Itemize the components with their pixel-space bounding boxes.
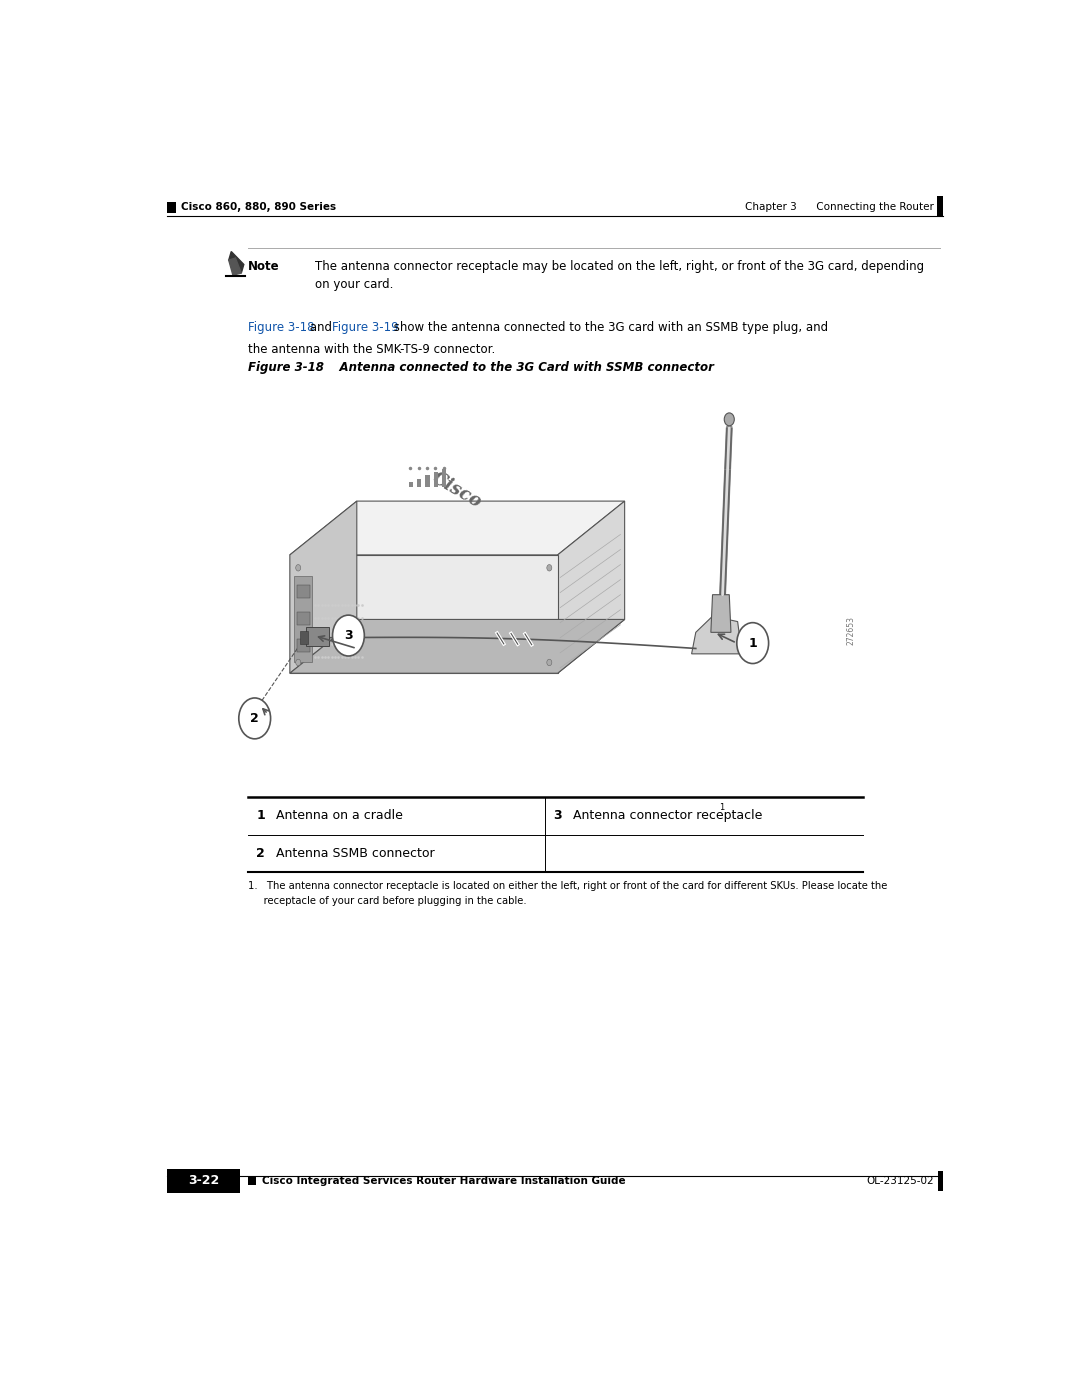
Text: 3-22: 3-22 <box>188 1175 219 1187</box>
Polygon shape <box>289 502 356 673</box>
Circle shape <box>546 564 552 571</box>
Polygon shape <box>289 502 624 555</box>
Polygon shape <box>691 616 742 654</box>
Text: 2: 2 <box>251 712 259 725</box>
Polygon shape <box>289 619 624 673</box>
Text: 1: 1 <box>748 637 757 650</box>
Bar <box>294 577 312 662</box>
Bar <box>300 631 308 644</box>
Bar <box>297 585 310 598</box>
Text: Figure 3-19: Figure 3-19 <box>333 321 399 334</box>
Bar <box>297 612 310 624</box>
Bar <box>306 627 329 647</box>
Text: show the antenna connected to the 3G card with an SSMB type plug, and: show the antenna connected to the 3G car… <box>390 321 828 334</box>
Text: Antenna connector receptacle: Antenna connector receptacle <box>572 809 762 823</box>
Text: 3: 3 <box>345 629 353 643</box>
Bar <box>937 1171 943 1190</box>
Bar <box>434 472 438 488</box>
Circle shape <box>239 698 271 739</box>
Text: 1.   The antenna connector receptacle is located on either the left, right or fr: 1. The antenna connector receptacle is l… <box>248 882 888 905</box>
Text: 1: 1 <box>256 809 265 823</box>
Text: Figure 3-18: Figure 3-18 <box>248 321 314 334</box>
Circle shape <box>725 414 734 426</box>
Bar <box>417 479 421 488</box>
Text: The antenna connector receptacle may be located on the left, right, or front of : The antenna connector receptacle may be … <box>315 260 924 291</box>
Text: Cisco: Cisco <box>429 469 485 511</box>
Bar <box>166 1169 241 1193</box>
Text: 3: 3 <box>554 809 562 823</box>
Text: Cisco Integrated Services Router Hardware Installation Guide: Cisco Integrated Services Router Hardwar… <box>262 1176 625 1186</box>
Text: OL-23125-02: OL-23125-02 <box>867 1176 934 1186</box>
Circle shape <box>296 659 300 666</box>
Text: Note: Note <box>248 260 280 274</box>
Bar <box>936 196 943 215</box>
Text: Antenna SSMB connector: Antenna SSMB connector <box>275 847 434 861</box>
Bar <box>442 469 446 488</box>
Polygon shape <box>289 555 557 673</box>
Polygon shape <box>557 502 624 673</box>
Bar <box>166 201 176 214</box>
Text: 1: 1 <box>719 803 725 812</box>
Bar <box>248 1176 256 1185</box>
Text: Antenna connected to the 3G Card with SSMB connector: Antenna connected to the 3G Card with SS… <box>323 362 714 374</box>
Text: the antenna with the SMK-TS-9 connector.: the antenna with the SMK-TS-9 connector. <box>248 344 496 356</box>
Text: and: and <box>306 321 336 334</box>
Polygon shape <box>229 251 244 272</box>
Polygon shape <box>711 595 731 633</box>
Bar <box>297 638 310 651</box>
Text: Antenna on a cradle: Antenna on a cradle <box>275 809 403 823</box>
Text: Cisco 860, 880, 890 Series: Cisco 860, 880, 890 Series <box>181 203 336 212</box>
Text: 272653: 272653 <box>846 616 855 644</box>
Text: 2: 2 <box>256 847 265 861</box>
Circle shape <box>737 623 769 664</box>
Text: Chapter 3      Connecting the Router: Chapter 3 Connecting the Router <box>745 203 934 212</box>
Polygon shape <box>229 258 241 275</box>
Text: Figure 3-18: Figure 3-18 <box>248 362 324 374</box>
Circle shape <box>333 615 364 657</box>
Circle shape <box>546 659 552 666</box>
Bar <box>408 482 413 488</box>
Circle shape <box>296 564 300 571</box>
Bar <box>426 475 430 488</box>
